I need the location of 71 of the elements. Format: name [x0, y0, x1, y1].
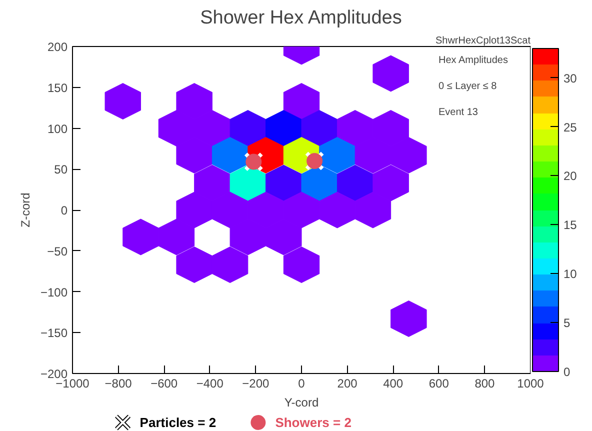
point	[372, 55, 409, 92]
point	[283, 192, 320, 228]
point	[390, 300, 427, 337]
point	[212, 192, 248, 228]
color-bar-label: 20	[564, 169, 578, 184]
legend-label: Showers = 2	[275, 415, 352, 430]
y-tick-label: 100	[47, 122, 68, 136]
y-tick-label: 0	[60, 204, 68, 218]
point	[336, 164, 374, 202]
point	[266, 218, 302, 256]
point	[354, 136, 392, 174]
y-tick-label: −100	[40, 285, 68, 300]
annotation: 0 ≤ Layer ≤ 8	[438, 81, 498, 92]
chart-title: Shower Hex Amplitudes	[200, 8, 402, 28]
x-tick-label: 800	[474, 376, 496, 390]
point	[212, 136, 248, 174]
color-bar-label: 5	[564, 316, 570, 330]
point	[158, 110, 195, 146]
x-tick-label: −800	[104, 376, 132, 390]
point	[104, 83, 141, 120]
point	[266, 110, 302, 146]
point	[301, 110, 338, 146]
point	[176, 136, 212, 174]
x-tick-label: 1000	[517, 376, 544, 390]
y-tick-label: −50	[47, 244, 68, 258]
x-tick-label: −200	[242, 376, 270, 390]
point	[176, 192, 212, 228]
color-bar-label: 10	[564, 267, 578, 282]
y-tick-label: 50	[54, 162, 68, 177]
color-bar-label: 15	[564, 218, 578, 232]
point	[283, 83, 320, 120]
point	[122, 218, 159, 256]
y-axis-title: Z-cord	[18, 192, 32, 228]
point	[319, 192, 356, 228]
point	[301, 164, 338, 202]
point	[372, 110, 409, 146]
point	[390, 136, 427, 174]
color-bar-label: 30	[564, 71, 578, 86]
x-tick-label: 400	[383, 376, 404, 390]
x-tick-label: −600	[150, 376, 178, 390]
point	[176, 246, 212, 284]
annotation: Event 13	[438, 107, 478, 118]
x-tick-label: 600	[428, 376, 450, 390]
annotation: Hex Amplitudes	[438, 55, 508, 66]
text: ShwrHexCplot13Scat	[435, 36, 531, 46]
point	[372, 164, 409, 202]
point	[158, 218, 195, 256]
point	[319, 136, 356, 174]
point	[230, 218, 266, 256]
point	[212, 246, 248, 284]
x-tick-label: 0	[298, 376, 306, 390]
color-bar-label: 25	[564, 120, 578, 134]
y-tick-label: 200	[47, 40, 68, 54]
point	[176, 83, 212, 120]
point	[230, 110, 266, 146]
point	[248, 192, 284, 228]
point	[266, 164, 302, 202]
point	[230, 164, 266, 202]
x-tick-label: −400	[196, 376, 224, 390]
x-axis-title: Y-cord	[284, 396, 319, 410]
y-tick-label: 150	[47, 80, 68, 95]
point	[194, 110, 230, 146]
x-tick-label: −1000	[56, 376, 90, 390]
point	[283, 246, 320, 284]
x-tick-label: 200	[337, 376, 358, 390]
point	[354, 192, 392, 228]
legend-label: Particles = 2	[140, 415, 216, 430]
color-bar-label: 0	[564, 365, 570, 379]
y-tick-label: −150	[40, 326, 68, 340]
point	[336, 110, 374, 146]
point	[194, 164, 230, 202]
